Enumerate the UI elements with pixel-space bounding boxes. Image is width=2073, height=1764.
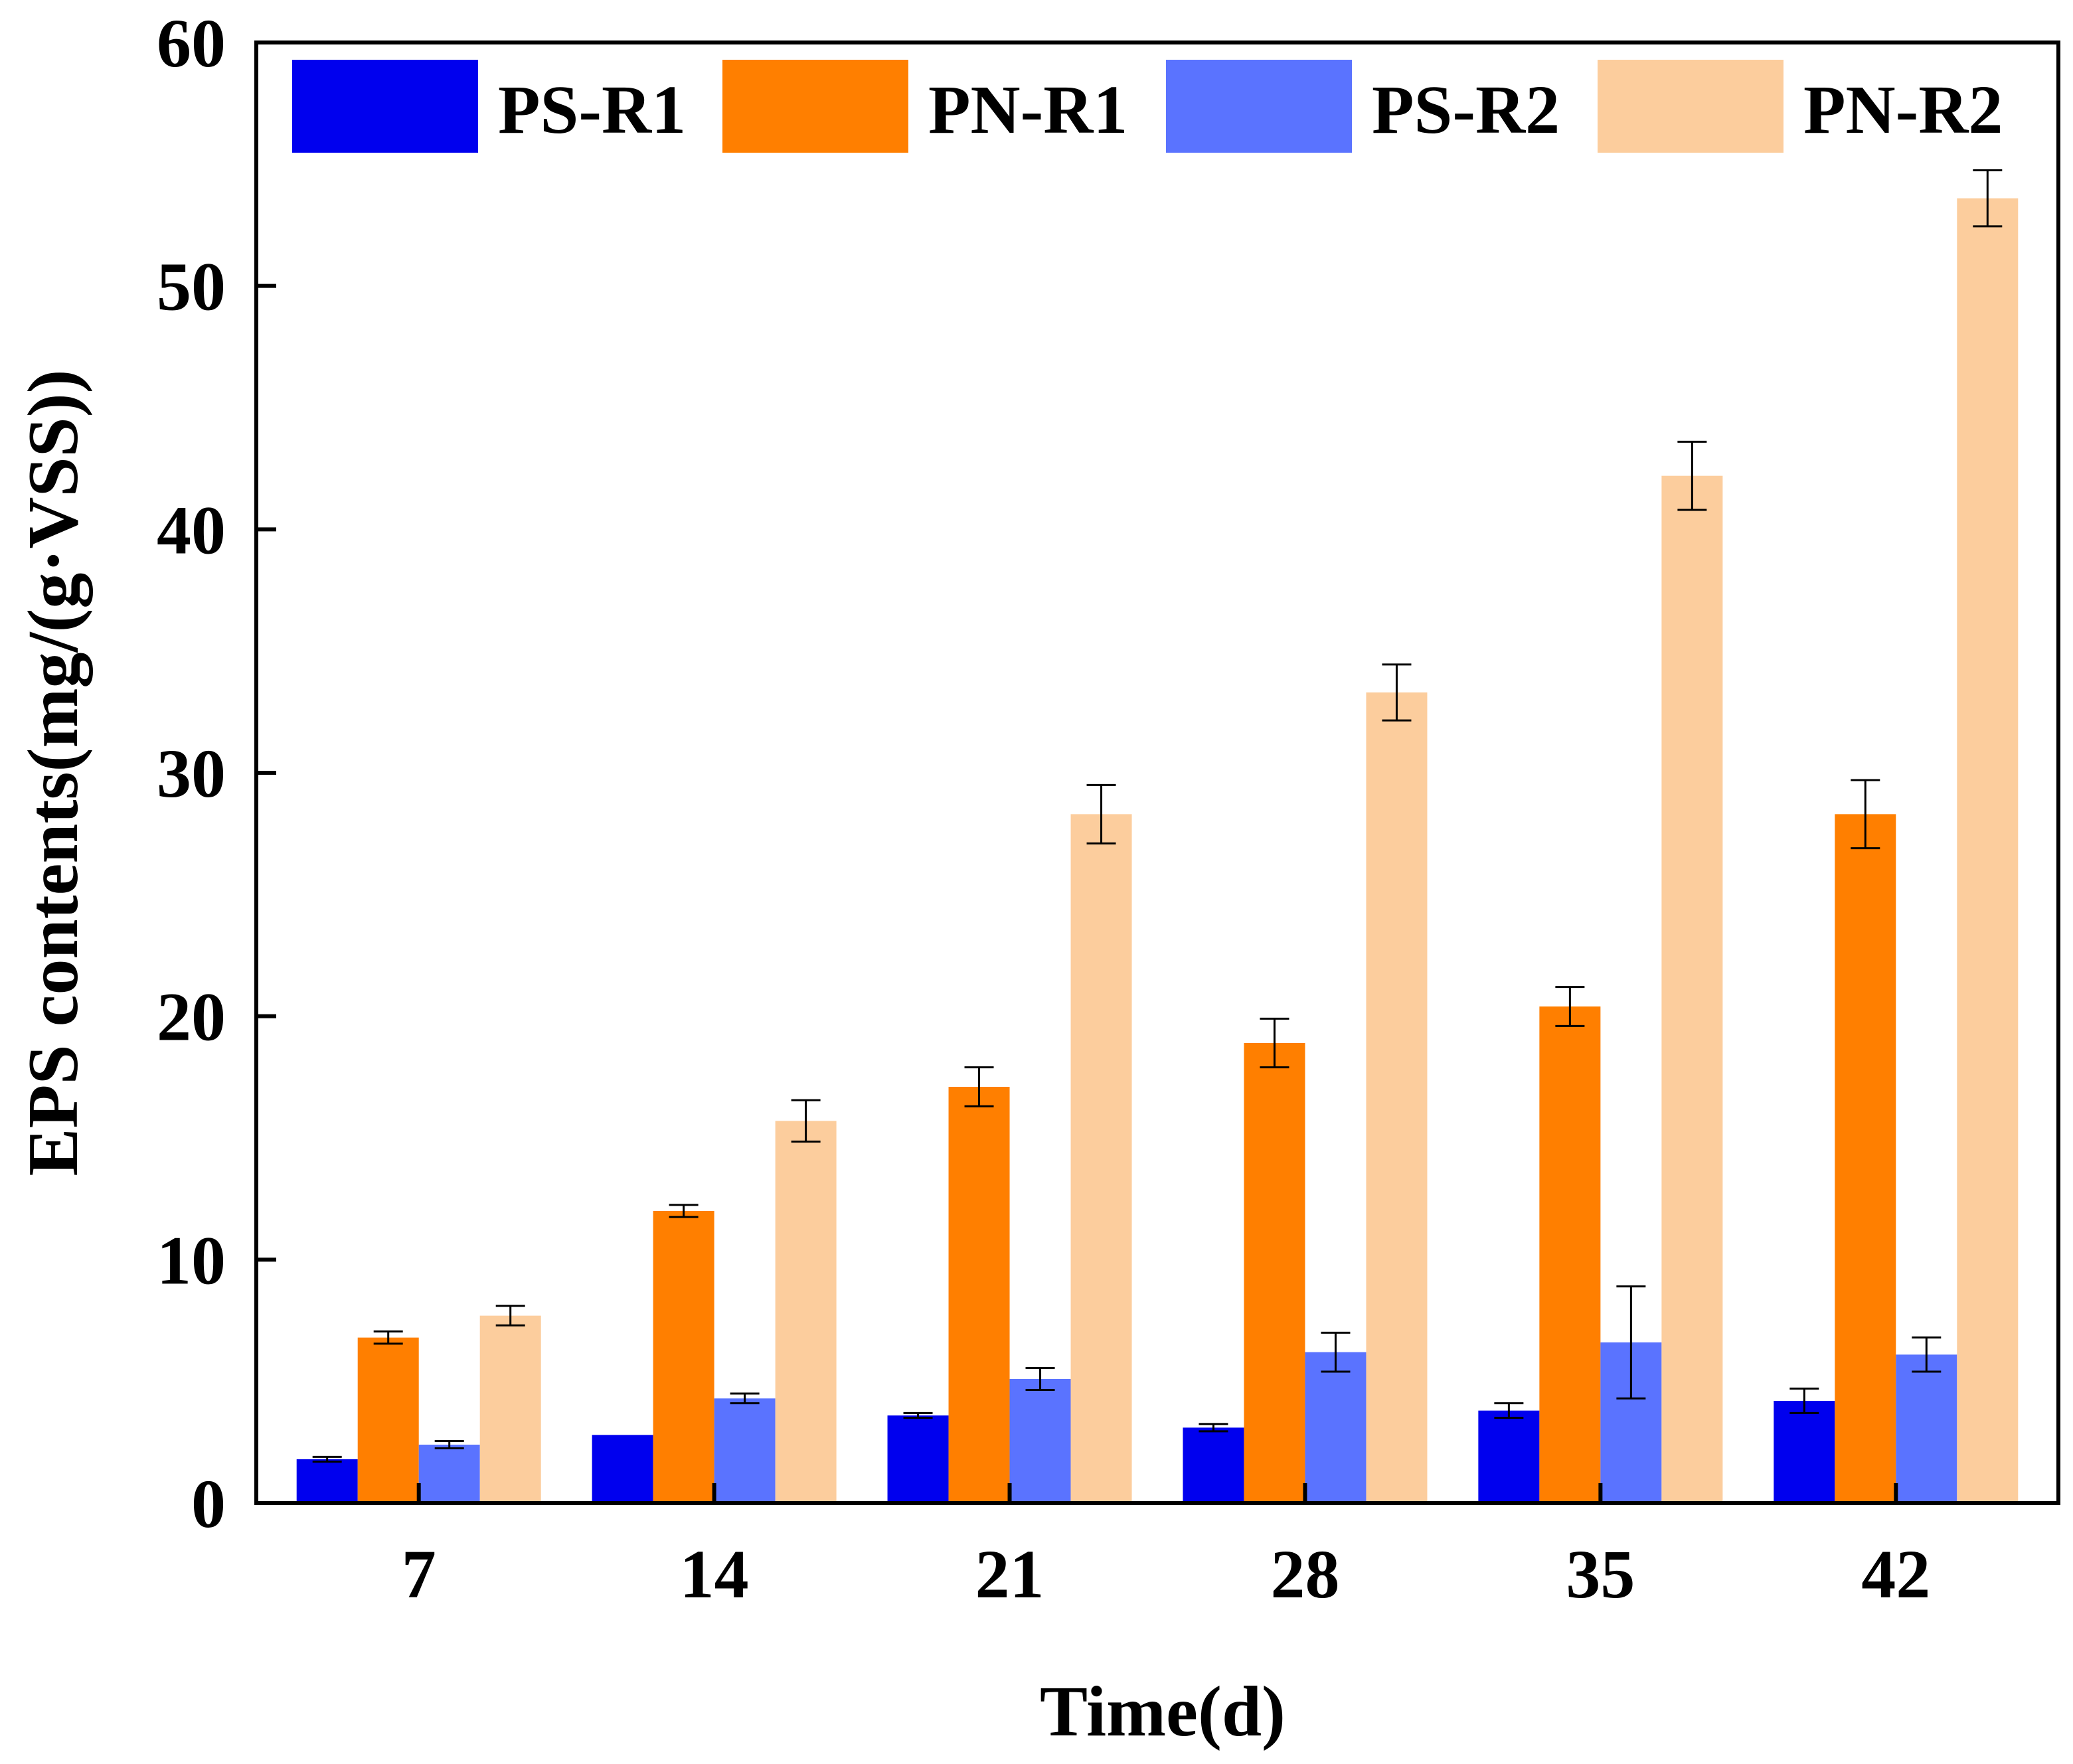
bar-pn-r1-day-35	[1539, 1006, 1601, 1503]
bar-pn-r2-day-28	[1366, 692, 1428, 1503]
y-tick-label: 60	[157, 5, 226, 82]
x-tick-label: 35	[1566, 1536, 1635, 1613]
legend-label-pn-r2: PN-R2	[1803, 72, 2003, 148]
bar-ps-r1-day-14	[592, 1435, 653, 1503]
legend-label-ps-r2: PS-R2	[1372, 72, 1560, 148]
bar-ps-r1-day-7	[296, 1459, 358, 1503]
bar-pn-r2-day-14	[775, 1121, 837, 1503]
legend-swatch-ps-r1	[292, 60, 478, 153]
plot-frame	[254, 40, 2060, 1505]
bar-ps-r2-day-7	[418, 1445, 480, 1503]
y-axis: 0 10 20 30 40 50 60	[157, 5, 276, 1542]
x-axis: 7 14 21 28 35 42	[402, 1483, 1930, 1613]
bar-pn-r1-day-28	[1244, 1043, 1305, 1503]
bar-pn-r2-day-7	[479, 1315, 541, 1503]
bar-ps-r2-day-42	[1896, 1354, 1957, 1503]
legend-swatch-pn-r1	[722, 60, 908, 153]
x-axis-title: Time(d)	[1040, 1672, 1285, 1751]
bar-pn-r2-day-35	[1661, 475, 1723, 1503]
bar-pn-r2-day-42	[1957, 198, 2019, 1504]
y-axis-title: EPS contents(mg/(g·VSS))	[14, 370, 93, 1176]
error-bars-layer	[312, 169, 2003, 1463]
x-tick-label: 14	[680, 1536, 749, 1613]
y-tick-label: 0	[191, 1466, 226, 1542]
legend-swatch-pn-r2	[1598, 60, 1783, 153]
x-tick-label: 28	[1270, 1536, 1339, 1613]
bar-ps-r1-day-35	[1478, 1410, 1540, 1503]
bar-pn-r1-day-42	[1835, 814, 1896, 1503]
y-tick-label: 20	[157, 979, 226, 1056]
bars-layer	[296, 198, 2019, 1504]
y-tick-label: 10	[157, 1222, 226, 1299]
legend: PS-R1 PN-R1 PS-R2 PN-R2	[292, 60, 2003, 153]
x-tick-label: 7	[402, 1536, 436, 1613]
bar-pn-r2-day-21	[1070, 814, 1132, 1503]
legend-swatch-ps-r2	[1166, 60, 1352, 153]
bar-ps-r2-day-14	[714, 1398, 776, 1503]
x-tick-label: 21	[975, 1536, 1044, 1613]
bar-ps-r1-day-21	[887, 1415, 949, 1503]
bar-ps-r1-day-42	[1774, 1401, 1835, 1503]
legend-label-ps-r1: PS-R1	[498, 72, 686, 148]
legend-label-pn-r1: PN-R1	[928, 72, 1127, 148]
bar-ps-r1-day-28	[1183, 1427, 1244, 1503]
y-tick-label: 50	[157, 249, 226, 325]
bar-pn-r1-day-7	[357, 1337, 419, 1503]
y-tick-label: 40	[157, 492, 226, 568]
x-tick-label: 42	[1861, 1536, 1930, 1613]
bar-ps-r2-day-28	[1305, 1352, 1367, 1503]
bar-ps-r2-day-21	[1009, 1379, 1071, 1503]
y-tick-label: 30	[157, 736, 226, 812]
bar-pn-r1-day-14	[653, 1211, 714, 1503]
bar-pn-r1-day-21	[948, 1087, 1010, 1503]
